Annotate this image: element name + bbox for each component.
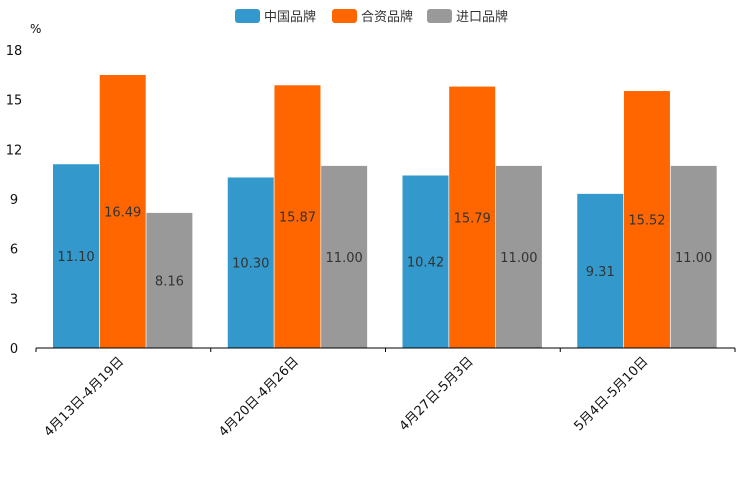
bar bbox=[146, 212, 193, 348]
x-tick-label: 4月27日-5月3日 bbox=[397, 354, 477, 434]
y-tick-label: 0 bbox=[10, 342, 18, 357]
x-tick-label: 4月13日-4月19日 bbox=[41, 354, 127, 440]
bar bbox=[670, 165, 717, 348]
bar bbox=[321, 165, 368, 348]
bar bbox=[623, 91, 670, 349]
bar bbox=[577, 193, 624, 348]
bar bbox=[495, 165, 542, 348]
data-label: 9.31 bbox=[586, 265, 615, 280]
bars bbox=[53, 74, 717, 349]
y-tick-label: 12 bbox=[6, 143, 23, 158]
x-tick-label: 5月4日-5月10日 bbox=[572, 354, 652, 434]
legend: 中国品牌 合资品牌 进口品牌 bbox=[235, 9, 508, 25]
y-tick-label: 6 bbox=[10, 243, 18, 258]
legend-item[interactable]: 中国品牌 bbox=[235, 9, 316, 25]
data-label: 15.79 bbox=[454, 211, 491, 226]
y-tick-label: 9 bbox=[10, 193, 18, 208]
legend-item[interactable]: 进口品牌 bbox=[427, 9, 508, 25]
bar bbox=[227, 177, 274, 348]
legend-label: 中国品牌 bbox=[264, 9, 316, 25]
bar bbox=[274, 85, 321, 348]
data-label: 11.00 bbox=[326, 251, 363, 266]
data-label: 15.52 bbox=[628, 214, 665, 229]
data-label: 10.30 bbox=[232, 257, 269, 272]
legend-swatch bbox=[332, 9, 357, 23]
bar bbox=[402, 175, 449, 348]
data-label: 11.00 bbox=[500, 251, 537, 266]
bar bbox=[53, 164, 99, 348]
bar bbox=[449, 86, 496, 349]
data-label: 15.87 bbox=[279, 211, 316, 226]
legend-swatch bbox=[427, 9, 452, 23]
data-label: 10.42 bbox=[407, 256, 444, 271]
y-tick-label: 3 bbox=[10, 292, 18, 307]
data-labels: 11.10 16.49 8.16 10.30 15.87 11.00 10.42 15.79 1… bbox=[57, 205, 712, 289]
x-tick-label: 4月20日-4月26日 bbox=[216, 354, 302, 440]
legend-label: 合资品牌 bbox=[361, 9, 413, 25]
bar bbox=[99, 74, 146, 348]
y-axis-unit: % bbox=[30, 22, 41, 36]
x-axis-ticks: 4月13日-4月19日 4月20日-4月26日 4月27日-5月3日 5月4日-5月1… bbox=[35, 348, 736, 440]
data-label: 16.49 bbox=[104, 205, 141, 220]
data-label: 11.10 bbox=[57, 250, 94, 265]
legend-label: 进口品牌 bbox=[456, 9, 508, 25]
data-label: 8.16 bbox=[155, 274, 184, 289]
y-tick-label: 18 bbox=[6, 44, 23, 59]
y-tick-label: 15 bbox=[6, 94, 23, 109]
y-axis-ticks: 0 3 6 9 12 15 18 bbox=[6, 44, 23, 357]
legend-item[interactable]: 合资品牌 bbox=[332, 9, 413, 25]
legend-swatch bbox=[235, 9, 260, 23]
data-label: 11.00 bbox=[675, 251, 712, 266]
